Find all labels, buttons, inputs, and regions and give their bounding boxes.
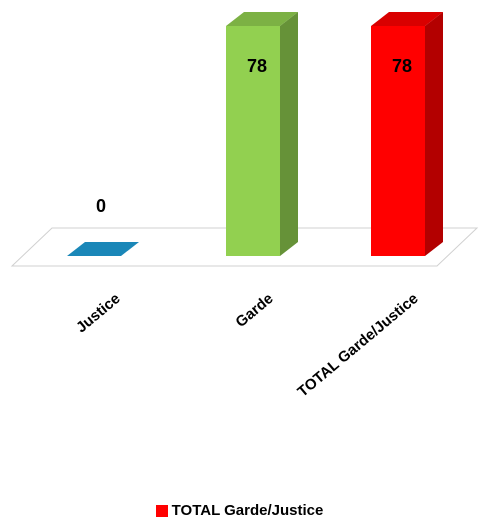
legend-label: TOTAL Garde/Justice	[171, 502, 324, 519]
tick-label-garde: Garde	[232, 290, 276, 331]
bar-garde	[226, 26, 280, 256]
data-label-total-garde-justice: 78	[392, 56, 412, 76]
legend-swatch	[155, 504, 168, 517]
data-label-garde: 78	[247, 56, 267, 76]
legend: TOTAL Garde/Justice	[0, 502, 479, 519]
bar-side-garde	[280, 12, 298, 256]
bar-top-garde	[226, 12, 298, 26]
bar-top-total-garde-justice	[371, 12, 443, 26]
bar-total-garde-justice	[371, 26, 425, 256]
bar-justice	[67, 242, 139, 256]
tick-label-total-garde-justice: TOTAL Garde/Justice	[294, 290, 421, 401]
bar-side-total-garde-justice	[425, 12, 443, 256]
tick-label-justice: Justice	[73, 290, 124, 336]
data-label-justice: 0	[96, 196, 106, 216]
